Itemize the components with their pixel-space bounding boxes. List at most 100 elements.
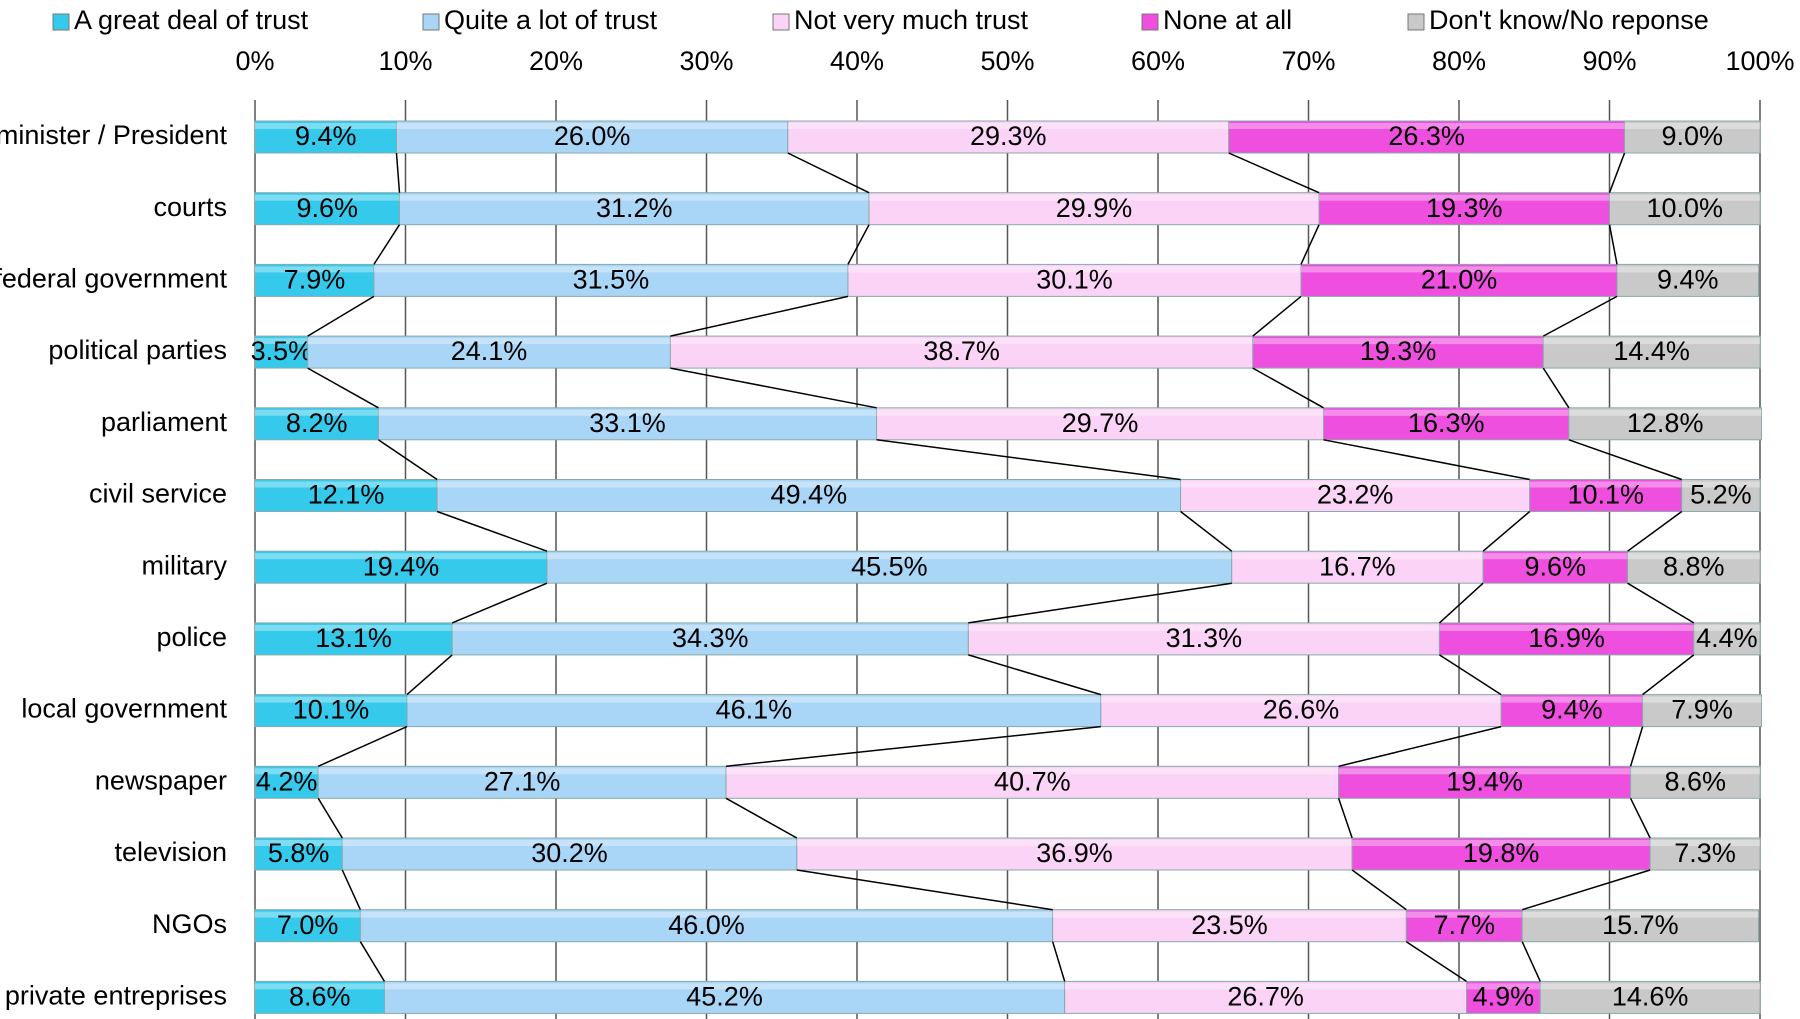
series-line bbox=[847, 224, 870, 265]
bar-segment bbox=[796, 837, 1353, 871]
data-label: 4.4% bbox=[1696, 623, 1758, 653]
bar-highlight bbox=[869, 194, 1320, 201]
bar-segment bbox=[254, 263, 375, 297]
series-line bbox=[1252, 367, 1324, 409]
bar-highlight bbox=[342, 840, 797, 846]
x-tick-label: 80% bbox=[1432, 46, 1486, 76]
bar-segment bbox=[1300, 263, 1618, 297]
bar-segment bbox=[1252, 335, 1544, 369]
bar-segment bbox=[1318, 192, 1611, 226]
bar-segment bbox=[1624, 120, 1761, 154]
bar-segment bbox=[1100, 694, 1502, 728]
bar-segment bbox=[787, 120, 1230, 154]
x-tick-label: 10% bbox=[378, 46, 432, 76]
data-label: 31.3% bbox=[1166, 623, 1243, 653]
data-label: 7.0% bbox=[277, 910, 339, 940]
bar-highlight bbox=[1522, 911, 1759, 918]
data-label: 9.4% bbox=[295, 121, 357, 151]
bar-highlight bbox=[1323, 409, 1569, 416]
bar-highlight bbox=[1319, 194, 1610, 201]
bar-segment bbox=[436, 479, 1182, 512]
bar-highlight bbox=[255, 409, 379, 416]
bar-segment bbox=[383, 980, 1066, 1014]
bar-segment bbox=[307, 335, 671, 369]
legend-swatch bbox=[422, 13, 440, 31]
data-label: 10.1% bbox=[293, 695, 370, 725]
bar-highlight bbox=[360, 911, 1053, 918]
bar-highlight bbox=[318, 768, 727, 775]
series-line bbox=[796, 869, 1053, 911]
bar-highlight bbox=[1439, 624, 1694, 631]
data-label: 10.1% bbox=[1567, 480, 1644, 510]
bar-highlight bbox=[1501, 696, 1643, 703]
bar-highlight bbox=[1642, 696, 1762, 703]
series-line bbox=[670, 295, 849, 337]
series-line bbox=[359, 941, 386, 982]
bar-highlight bbox=[670, 338, 1253, 345]
legend-label: Not very much trust bbox=[794, 5, 1029, 35]
bar-segment bbox=[254, 479, 438, 512]
data-label: 14.4% bbox=[1613, 336, 1690, 366]
bar-segment bbox=[1630, 765, 1761, 799]
data-label: 8.8% bbox=[1663, 551, 1725, 581]
series-line bbox=[1629, 797, 1651, 839]
bar-highlight bbox=[255, 840, 343, 846]
bar-segment bbox=[1405, 909, 1523, 943]
bar-highlight bbox=[1529, 481, 1682, 488]
data-label: 5.2% bbox=[1690, 480, 1752, 510]
series-line bbox=[787, 152, 870, 194]
data-label: 31.5% bbox=[573, 265, 650, 295]
y-tick-label: local government bbox=[21, 694, 227, 724]
bar-segment bbox=[1323, 407, 1570, 441]
bar-highlight bbox=[1064, 983, 1467, 990]
bar-segment bbox=[377, 407, 878, 441]
series-line bbox=[317, 725, 408, 767]
data-label: 4.9% bbox=[1473, 982, 1535, 1012]
y-tick-label: television bbox=[114, 837, 227, 867]
bar-highlight bbox=[726, 768, 1339, 775]
data-label: 34.3% bbox=[672, 623, 749, 653]
data-label: 19.8% bbox=[1463, 838, 1540, 868]
bar-highlight bbox=[1630, 768, 1760, 775]
bar-highlight bbox=[255, 696, 408, 703]
legend-swatch bbox=[1141, 13, 1159, 31]
bar-highlight bbox=[1252, 338, 1544, 345]
bar-segment bbox=[868, 192, 1320, 226]
bar-highlight bbox=[1543, 338, 1760, 345]
x-tick-label: 50% bbox=[980, 46, 1034, 76]
bar-segment bbox=[373, 263, 849, 297]
series-line bbox=[1252, 295, 1302, 337]
bar-segment bbox=[398, 192, 870, 226]
bar-segment bbox=[1064, 980, 1468, 1014]
y-tick-label: civil service bbox=[89, 479, 227, 509]
series-line bbox=[1629, 726, 1644, 767]
data-label: 15.7% bbox=[1602, 910, 1679, 940]
bar-highlight bbox=[255, 338, 308, 345]
bar-segment bbox=[1627, 550, 1761, 584]
x-tick-label: 70% bbox=[1281, 46, 1335, 76]
bar-highlight bbox=[1352, 840, 1651, 846]
bar-highlight bbox=[437, 481, 1181, 488]
series-line bbox=[373, 224, 401, 265]
bar-segment bbox=[1542, 335, 1761, 369]
legend-label: Don't know/No reponse bbox=[1429, 5, 1709, 35]
series-line bbox=[377, 439, 438, 481]
bar-highlight bbox=[1650, 840, 1760, 846]
x-tick-label: 60% bbox=[1131, 46, 1185, 76]
data-label: 8.6% bbox=[289, 982, 351, 1012]
bar-highlight bbox=[968, 624, 1440, 631]
data-label: 12.8% bbox=[1627, 408, 1704, 438]
bar-segment bbox=[254, 694, 408, 728]
bar-segment bbox=[254, 980, 385, 1014]
bar-highlight bbox=[787, 123, 1229, 129]
bar-highlight bbox=[452, 624, 969, 631]
series-line bbox=[1642, 654, 1695, 696]
bar-segment bbox=[1466, 980, 1541, 1014]
bar-segment bbox=[254, 407, 379, 441]
bar-highlight bbox=[255, 983, 385, 990]
bar-segment bbox=[254, 335, 309, 369]
bar-segment bbox=[1693, 622, 1761, 656]
bar-highlight bbox=[1483, 553, 1628, 560]
series-line bbox=[670, 367, 877, 409]
series-line bbox=[395, 152, 401, 193]
